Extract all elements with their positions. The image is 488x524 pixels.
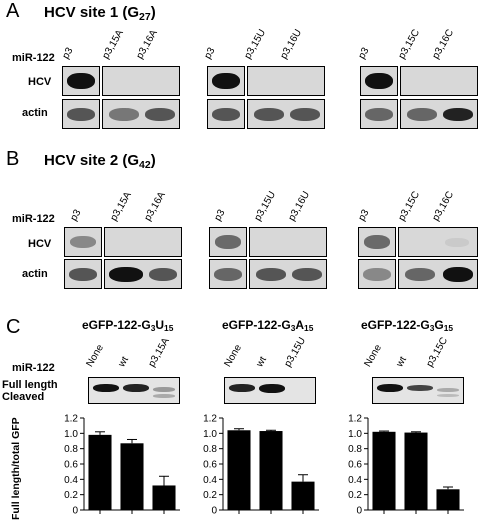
cleavage-blot (88, 377, 180, 404)
panel-a-letter: A (6, 0, 20, 22)
y-tick-label: 1.2 (64, 414, 78, 425)
y-tick-label: 0.2 (348, 490, 362, 501)
blot-actin-mutants (102, 99, 180, 129)
blot-hcv-mutants (400, 66, 478, 96)
y-tick-label: 1.2 (348, 414, 362, 425)
blot-hcv-p3 (64, 227, 102, 257)
y-tick-label: 0.4 (64, 475, 78, 486)
panel-b-hcv-label: HCV (28, 238, 52, 250)
blot-hcv-mutants (398, 227, 478, 257)
y-tick-label: 0.6 (64, 460, 78, 471)
y-tick-label: 0.8 (203, 444, 217, 455)
y-tick-label: 0 (356, 506, 362, 517)
bar (259, 431, 283, 510)
blot-actin-p3 (64, 259, 102, 289)
blot-hcv-mutants (104, 227, 182, 257)
panel-b-title: HCV site 2 (G42) (44, 152, 156, 171)
blot-hcv-p3 (207, 66, 245, 96)
cleavage-blot (372, 377, 464, 404)
blot-hcv-p3 (358, 227, 396, 257)
blot-hcv-mutants (249, 227, 327, 257)
bar (152, 485, 176, 510)
y-tick-label: 0.4 (203, 475, 217, 486)
blot-actin-p3 (360, 99, 398, 129)
panel-c-letter: C (6, 316, 21, 338)
blot-actin-p3 (62, 99, 100, 129)
bar (404, 432, 428, 510)
y-tick-label: 0.2 (64, 490, 78, 501)
y-tick-label: 0.2 (203, 490, 217, 501)
panel-a-mir-label: miR-122 (12, 52, 55, 64)
panel-b-letter: B (6, 148, 20, 170)
panel-b-actin-label: actin (22, 268, 48, 280)
panel-a-title: HCV site 1 (G27) (44, 4, 156, 23)
bar (291, 481, 315, 510)
blot-actin-p3 (207, 99, 245, 129)
y-tick-label: 0.6 (348, 460, 362, 471)
bar (372, 431, 396, 510)
blot-hcv-p3 (360, 66, 398, 96)
panel-a-actin-label: actin (22, 107, 48, 119)
y-tick-label: 0.6 (203, 460, 217, 471)
y-tick-label: 0.8 (64, 444, 78, 455)
y-tick-label: 0 (72, 506, 78, 517)
blot-hcv-mutants (102, 66, 180, 96)
blot-actin-mutants (247, 99, 325, 129)
blot-hcv-p3 (209, 227, 247, 257)
blot-actin-mutants (104, 259, 182, 289)
y-tick-label: 1.2 (203, 414, 217, 425)
bar (227, 430, 251, 510)
subpanel-title: eGFP-122-G3G15 (361, 318, 454, 334)
y-tick-label: 1.0 (203, 429, 217, 440)
blot-actin-mutants (398, 259, 478, 289)
blot-actin-mutants (400, 99, 478, 129)
bar (120, 443, 144, 510)
y-tick-label: 0 (211, 506, 217, 517)
y-tick-label: 1.0 (64, 429, 78, 440)
panel-a-hcv-label: HCV (28, 76, 52, 88)
bar (88, 434, 112, 510)
blot-hcv-mutants (247, 66, 325, 96)
blot-actin-p3 (209, 259, 247, 289)
blot-actin-mutants (249, 259, 327, 289)
cleaved-label: Cleaved (2, 391, 45, 403)
full-length-label: Full length (2, 379, 58, 391)
cleavage-blot (224, 377, 316, 404)
panel-c-mir-label: miR-122 (12, 362, 55, 374)
panel-b-mir-label: miR-122 (12, 213, 55, 225)
bar (436, 489, 460, 510)
y-tick-label: 1.0 (348, 429, 362, 440)
blot-actin-p3 (358, 259, 396, 289)
y-tick-label: 0.8 (348, 444, 362, 455)
subpanel-title: eGFP-122-G3A15 (222, 318, 314, 334)
y-tick-label: 0.4 (348, 475, 362, 486)
subpanel-title: eGFP-122-G3U15 (82, 318, 174, 334)
blot-hcv-p3 (62, 66, 100, 96)
